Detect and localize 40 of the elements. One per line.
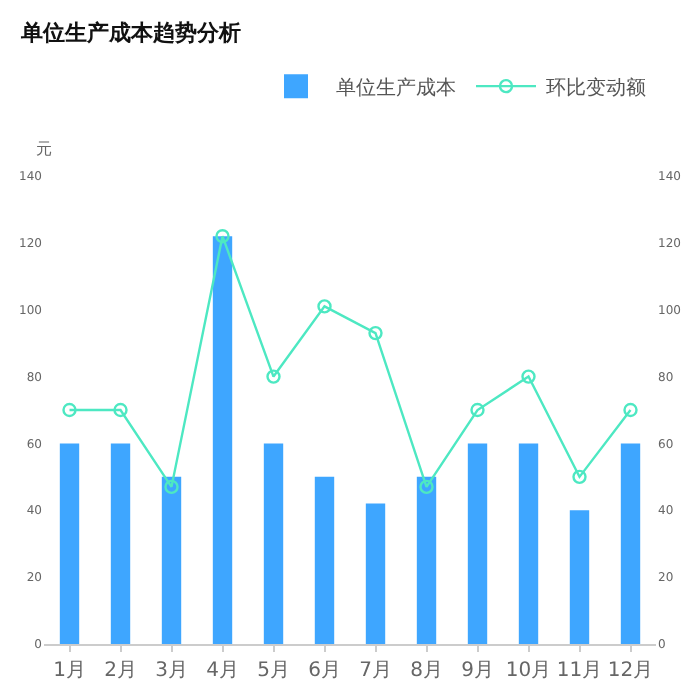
- bar: [161, 476, 182, 644]
- bar: [212, 236, 233, 644]
- x-tick-label: 11月: [556, 660, 603, 682]
- point: [368, 325, 383, 341]
- bar: [416, 476, 437, 644]
- bar: [59, 443, 80, 644]
- point: [266, 369, 281, 384]
- bar: [569, 510, 590, 644]
- x-tick-label: 9月: [461, 660, 494, 682]
- legend-label: 环比变动额: [546, 75, 646, 100]
- bar: [467, 443, 488, 644]
- bar: [263, 443, 284, 644]
- x-tick-label: 12月: [607, 660, 654, 682]
- point: [521, 369, 536, 384]
- point: [623, 402, 638, 418]
- chart-title: 单位生产成本趋势分析: [19, 19, 241, 46]
- x-tick-label: 10月: [505, 660, 552, 682]
- y-axis-title: 元: [36, 140, 52, 158]
- x-tick-label: 8月: [410, 660, 443, 682]
- x-tick-label: 1月: [53, 660, 86, 682]
- legend-label: 单位生产成本: [336, 75, 456, 100]
- x-tick-label: 5月: [257, 660, 290, 682]
- point: [572, 469, 587, 485]
- bar: [110, 443, 131, 644]
- bar: [620, 443, 641, 644]
- x-tick-label: 7月: [359, 660, 392, 682]
- point: [164, 479, 179, 495]
- bar: [314, 476, 335, 644]
- point: [317, 299, 332, 314]
- x-tick-label: 6月: [308, 660, 341, 682]
- x-tick-label: 4月: [206, 660, 239, 682]
- x-tick-label: 3月: [155, 660, 188, 682]
- point: [215, 228, 230, 244]
- point: [419, 479, 434, 495]
- bar: [518, 443, 539, 644]
- bar: [365, 503, 386, 644]
- x-tick-label: 2月: [104, 660, 137, 682]
- point: [62, 402, 77, 418]
- point: [470, 402, 485, 418]
- point: [113, 402, 128, 418]
